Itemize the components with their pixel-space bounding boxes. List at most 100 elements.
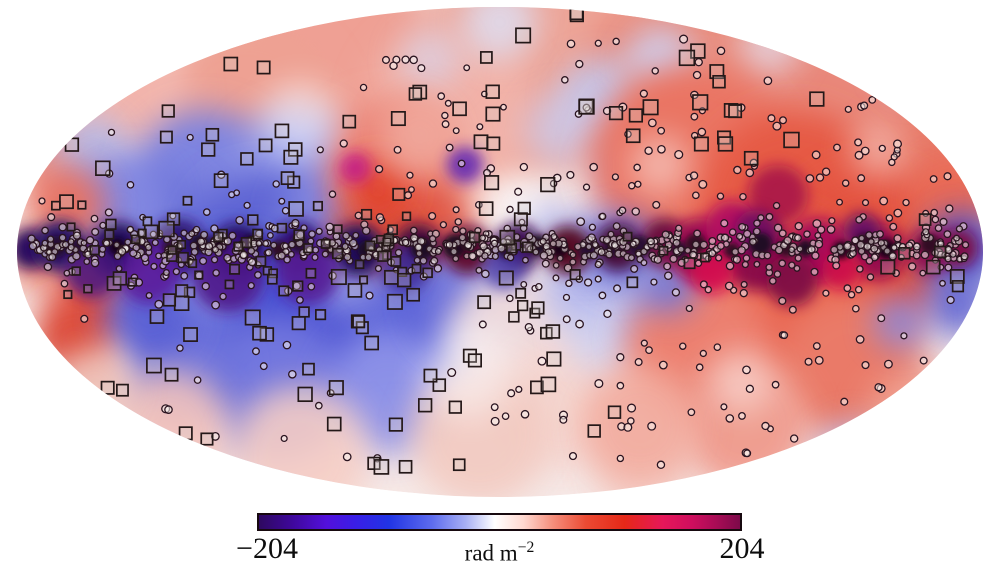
rm-source-circle-marker xyxy=(452,255,460,263)
rm-source-circle-marker xyxy=(874,383,883,392)
rm-source-circle-marker xyxy=(113,241,121,249)
rm-source-circle-marker xyxy=(594,260,602,269)
rm-source-circle-marker xyxy=(630,264,639,273)
rm-source-circle-marker xyxy=(773,223,783,233)
rm-source-circle-marker xyxy=(459,227,467,235)
rm-source-circle-marker xyxy=(190,247,199,256)
rm-source-square-marker xyxy=(342,114,357,129)
rm-source-circle-marker xyxy=(946,295,955,305)
rm-source-square-marker xyxy=(485,84,500,99)
rm-source-circle-marker xyxy=(804,357,813,366)
rm-source-circle-marker xyxy=(552,274,560,282)
rm-source-circle-marker xyxy=(61,240,70,249)
rm-source-circle-marker xyxy=(582,103,591,112)
rm-source-circle-marker xyxy=(796,245,804,253)
rm-source-circle-marker xyxy=(204,242,214,251)
rm-source-circle-marker xyxy=(855,216,863,224)
rm-source-square-marker xyxy=(608,106,624,121)
rm-source-circle-marker xyxy=(154,299,164,309)
rm-source-circle-marker xyxy=(939,217,948,226)
rm-source-circle-marker xyxy=(945,204,954,213)
rm-source-square-marker xyxy=(473,134,489,150)
rm-source-square-marker xyxy=(95,160,111,176)
rm-source-square-marker xyxy=(268,268,278,279)
rm-source-circle-marker xyxy=(811,150,821,160)
rm-source-square-marker xyxy=(315,309,327,321)
rm-source-circle-marker xyxy=(602,235,612,245)
rm-field-blob xyxy=(262,82,338,158)
rm-source-circle-marker xyxy=(565,279,573,288)
rm-source-circle-marker xyxy=(692,191,700,200)
rm-source-square-marker xyxy=(200,432,214,446)
rm-source-square-marker xyxy=(233,241,244,252)
rm-source-circle-marker xyxy=(650,278,658,286)
rm-source-circle-marker xyxy=(437,92,446,101)
rm-source-circle-marker xyxy=(907,262,917,271)
rm-source-square-marker xyxy=(622,231,633,242)
rm-source-circle-marker xyxy=(788,246,796,254)
rm-source-circle-marker xyxy=(569,251,577,259)
rm-field-blob xyxy=(874,296,926,348)
rm-source-circle-marker xyxy=(870,244,879,253)
rm-source-circle-marker xyxy=(566,170,575,180)
rm-source-square-marker xyxy=(276,222,288,234)
rm-source-square-marker xyxy=(417,398,433,413)
rm-source-circle-marker xyxy=(507,389,516,398)
rm-source-square-marker xyxy=(105,218,117,230)
rm-source-circle-marker xyxy=(409,55,418,65)
rm-source-square-marker xyxy=(244,309,261,326)
rm-source-circle-marker xyxy=(646,237,655,246)
rm-source-circle-marker xyxy=(788,305,797,314)
rm-source-circle-marker xyxy=(434,247,442,256)
rm-source-circle-marker xyxy=(833,143,841,152)
rm-source-circle-marker xyxy=(134,278,144,287)
rm-source-circle-marker xyxy=(519,162,529,172)
rm-source-circle-marker xyxy=(521,256,529,264)
rm-source-square-marker xyxy=(382,237,392,247)
rm-source-circle-marker xyxy=(342,452,352,462)
rm-source-circle-marker xyxy=(475,266,483,274)
rm-source-circle-marker xyxy=(893,208,903,218)
rm-source-circle-marker xyxy=(107,128,116,137)
rm-source-circle-marker xyxy=(699,280,708,289)
rm-source-square-marker xyxy=(401,211,412,221)
rm-source-circle-marker xyxy=(60,279,69,288)
rm-source-circle-marker xyxy=(745,168,755,178)
rm-source-square-marker xyxy=(517,201,531,216)
rm-source-circle-marker xyxy=(598,291,607,300)
rm-source-circle-marker xyxy=(447,367,457,378)
rm-source-square-marker xyxy=(112,271,128,286)
rm-source-circle-marker xyxy=(765,212,774,221)
rm-source-square-marker xyxy=(398,459,413,474)
rm-source-square-marker xyxy=(173,295,190,312)
rm-source-circle-marker xyxy=(562,293,571,302)
rm-source-circle-marker xyxy=(922,228,930,236)
rm-source-circle-marker xyxy=(38,197,46,205)
rm-source-circle-marker xyxy=(640,339,648,347)
rm-source-circle-marker xyxy=(291,218,300,228)
rm-source-circle-marker xyxy=(814,239,824,249)
rm-source-square-marker xyxy=(809,91,825,107)
rm-source-circle-marker xyxy=(408,186,415,194)
rm-source-circle-marker xyxy=(401,55,410,64)
rm-source-circle-marker xyxy=(857,174,866,183)
rm-source-square-marker xyxy=(194,270,204,280)
rm-source-circle-marker xyxy=(778,296,787,305)
rm-source-square-marker xyxy=(483,175,500,191)
rm-source-circle-marker xyxy=(939,279,946,287)
rm-source-circle-marker xyxy=(854,285,863,294)
rm-source-circle-marker xyxy=(902,198,910,207)
rm-source-circle-marker xyxy=(476,123,484,131)
rm-source-square-marker xyxy=(462,348,478,363)
rm-source-circle-marker xyxy=(72,231,82,240)
rm-source-circle-marker xyxy=(520,281,528,288)
rm-source-circle-marker xyxy=(91,227,100,236)
rm-source-circle-marker xyxy=(151,239,159,247)
rm-source-circle-marker xyxy=(561,76,569,84)
rm-source-circle-marker xyxy=(202,208,211,216)
rm-source-circle-marker xyxy=(450,247,458,256)
rm-source-square-marker xyxy=(678,49,696,67)
rm-source-circle-marker xyxy=(210,224,219,233)
rm-source-circle-marker xyxy=(890,244,898,251)
